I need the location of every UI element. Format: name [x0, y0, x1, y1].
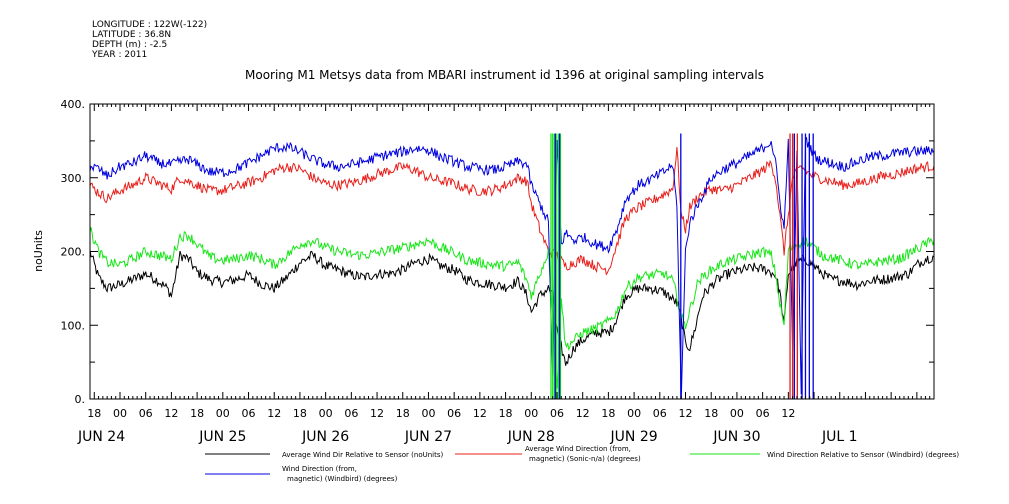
- x-hour-label: 18: [499, 407, 513, 420]
- x-hour-label: 06: [344, 407, 358, 420]
- legend-label-red-1: Average Wind Direction (from,: [525, 445, 631, 453]
- x-hour-label: 18: [601, 407, 615, 420]
- plot-frame: [89, 103, 935, 400]
- x-hour-label: 00: [421, 407, 435, 420]
- x-hour-label: 06: [447, 407, 461, 420]
- legend-label-blue-1: Wind Direction (from,: [282, 465, 357, 473]
- y-axis-label: noUnits: [32, 230, 45, 272]
- legend-label-green: Wind Direction Relative to Sensor (Windb…: [767, 451, 959, 459]
- x-date-label: JUN 26: [301, 429, 349, 445]
- series-line-3: [90, 137, 934, 399]
- x-hour-label: 00: [730, 407, 744, 420]
- x-date-label: JUN 27: [404, 429, 452, 445]
- longitude-label: LONGITUDE : 122W(-122): [92, 20, 208, 30]
- x-hour-label: 12: [679, 407, 693, 420]
- legend-label-black: Average Wind Dir Relative to Sensor (noU…: [282, 451, 443, 459]
- y-tick-label: 400.: [61, 98, 86, 111]
- x-date-label: JUN 30: [712, 429, 760, 445]
- latitude-label: LATITUDE : 36.8N: [92, 30, 172, 40]
- x-hour-label: 18: [396, 407, 410, 420]
- x-date-label: JUN 28: [507, 429, 555, 445]
- x-hour-label: 06: [550, 407, 564, 420]
- x-hour-label: 06: [653, 407, 667, 420]
- axes-layer: 0. 100. 200. 300. 400. 18 00 06 12 18 00 06 12 18 00 06…: [61, 98, 935, 445]
- x-hour-label: 12: [781, 407, 795, 420]
- year-label: YEAR : 2011: [92, 50, 148, 60]
- x-hour-label: 18: [87, 407, 101, 420]
- x-hour-label: 12: [473, 407, 487, 420]
- x-hour-label: 18: [704, 407, 718, 420]
- x-hour-label: 00: [319, 407, 333, 420]
- y-tick-label: 0.: [75, 393, 86, 406]
- depth-label: DEPTH (m) : -2.5: [92, 40, 168, 50]
- x-hour-label: 06: [242, 407, 256, 420]
- series-line-1: [90, 146, 934, 276]
- legend-label-red-2: magnetic) (Sonic-n/a) (degrees): [529, 455, 641, 463]
- x-hour-label: 18: [293, 407, 307, 420]
- metadata-block: LONGITUDE : 122W(-122) LATITUDE : 36.8N …: [92, 20, 207, 60]
- x-hour-label: 00: [216, 407, 230, 420]
- x-date-label: JUN 29: [610, 429, 658, 445]
- chart-title: Mooring M1 Metsys data from MBARI instru…: [245, 68, 764, 82]
- legend: Average Wind Dir Relative to Sensor (noU…: [205, 445, 959, 483]
- x-hour-label: 00: [524, 407, 538, 420]
- x-hour-label: 06: [756, 407, 770, 420]
- x-hour-label: 12: [164, 407, 178, 420]
- x-hour-label: 12: [370, 407, 384, 420]
- y-tick-label: 100.: [61, 319, 86, 332]
- x-date-label: JUN 25: [198, 429, 246, 445]
- x-date-label: JUN 24: [77, 429, 125, 445]
- x-hour-label: 00: [627, 407, 641, 420]
- series-line-2: [90, 227, 934, 389]
- legend-label-blue-2: magnetic) (Windbird) (degrees): [287, 475, 398, 483]
- series-layer: [90, 133, 934, 399]
- series-line-0: [90, 249, 934, 366]
- x-hour-label: 12: [267, 407, 281, 420]
- x-hour-label: 06: [139, 407, 153, 420]
- y-tick-label: 200.: [61, 246, 86, 259]
- x-hour-label: 12: [576, 407, 590, 420]
- x-hour-label: 00: [113, 407, 127, 420]
- x-hour-label: 18: [190, 407, 204, 420]
- x-date-label: JUL 1: [821, 429, 858, 445]
- y-tick-label: 300.: [61, 172, 86, 185]
